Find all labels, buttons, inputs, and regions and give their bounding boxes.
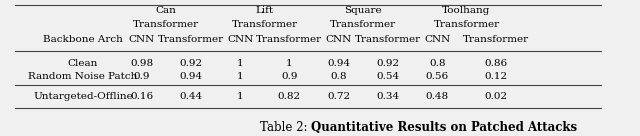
Text: 0.48: 0.48 — [426, 92, 449, 101]
Text: Clean: Clean — [68, 59, 98, 68]
Text: 0.8: 0.8 — [330, 72, 347, 81]
Text: 0.72: 0.72 — [327, 92, 350, 101]
Text: 0.9: 0.9 — [133, 72, 150, 81]
Text: 0.02: 0.02 — [484, 92, 508, 101]
Text: Transformer: Transformer — [232, 20, 298, 29]
Text: Table 2:: Table 2: — [260, 121, 311, 134]
Text: 0.94: 0.94 — [179, 72, 202, 81]
Text: 0.56: 0.56 — [426, 72, 449, 81]
Text: Transformer: Transformer — [463, 35, 529, 44]
Text: Transformer: Transformer — [433, 20, 500, 29]
Text: Can: Can — [156, 6, 177, 15]
Text: Transformer: Transformer — [157, 35, 224, 44]
Text: 1: 1 — [237, 92, 243, 101]
Text: 0.94: 0.94 — [327, 59, 350, 68]
Text: CNN: CNN — [129, 35, 155, 44]
Text: Backbone Arch: Backbone Arch — [43, 35, 123, 44]
Text: CNN: CNN — [326, 35, 352, 44]
Text: 1: 1 — [237, 59, 243, 68]
Text: 1: 1 — [237, 72, 243, 81]
Text: Transformer: Transformer — [330, 20, 396, 29]
Text: 0.8: 0.8 — [429, 59, 445, 68]
Text: 0.34: 0.34 — [376, 92, 399, 101]
Text: 0.12: 0.12 — [484, 72, 508, 81]
Text: 1: 1 — [286, 59, 292, 68]
Text: 0.98: 0.98 — [130, 59, 153, 68]
Text: Transformer: Transformer — [355, 35, 421, 44]
Text: 0.92: 0.92 — [179, 59, 202, 68]
Text: 0.44: 0.44 — [179, 92, 202, 101]
Text: CNN: CNN — [227, 35, 253, 44]
Text: Untargeted-Offline: Untargeted-Offline — [33, 92, 132, 101]
Text: CNN: CNN — [424, 35, 451, 44]
Text: Lift: Lift — [255, 6, 274, 15]
Text: Transformer: Transformer — [133, 20, 199, 29]
Text: 0.92: 0.92 — [376, 59, 399, 68]
Text: 0.16: 0.16 — [130, 92, 153, 101]
Text: 0.86: 0.86 — [484, 59, 508, 68]
Text: Toolhang: Toolhang — [442, 6, 491, 15]
Text: 0.54: 0.54 — [376, 72, 399, 81]
Text: 0.82: 0.82 — [278, 92, 301, 101]
Text: Square: Square — [344, 6, 382, 15]
Text: 0.9: 0.9 — [281, 72, 298, 81]
Text: Random Noise Patch: Random Noise Patch — [28, 72, 138, 81]
Text: Transformer: Transformer — [256, 35, 323, 44]
Text: Quantitative Results on Patched Attacks: Quantitative Results on Patched Attacks — [311, 121, 577, 134]
